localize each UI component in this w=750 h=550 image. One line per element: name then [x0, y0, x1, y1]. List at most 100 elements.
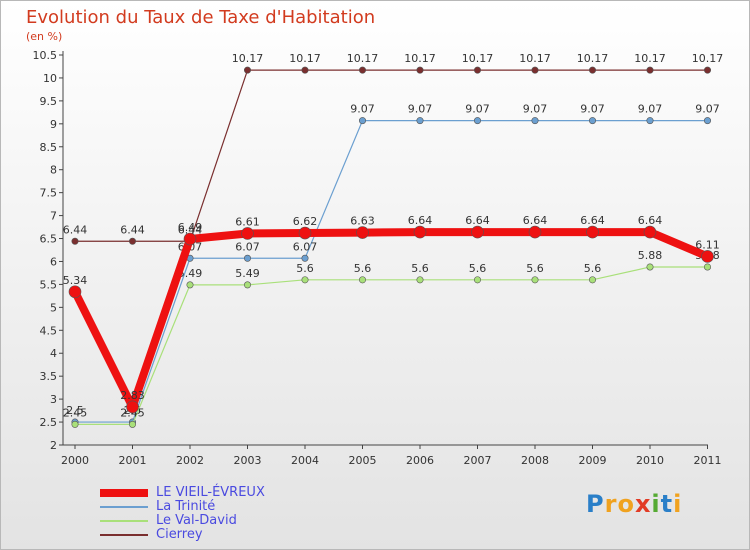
legend-label: Cierrey	[156, 527, 203, 542]
logo-letter: r	[604, 490, 618, 518]
data-label: 9.07	[580, 103, 605, 116]
x-tick-label: 2002	[176, 454, 204, 467]
y-tick-label: 7.5	[40, 187, 58, 200]
data-point	[129, 237, 137, 245]
data-point	[646, 117, 654, 125]
data-point	[356, 226, 369, 239]
series-line	[74, 120, 709, 423]
legend-swatch	[100, 534, 148, 536]
data-point	[703, 117, 711, 125]
data-label: 6.64	[408, 214, 433, 227]
data-point	[473, 276, 481, 284]
x-tick-label: 2010	[636, 454, 664, 467]
data-label: 10.17	[692, 52, 724, 65]
data-point	[358, 117, 366, 125]
y-tick-label: 10.5	[33, 49, 58, 62]
data-label: 10.17	[634, 52, 666, 65]
data-label: 2.83	[120, 389, 145, 402]
y-tick-label: 3	[50, 393, 57, 406]
legend-item: LE VIEIL-ÉVREUX	[100, 486, 360, 500]
data-label: 6.61	[235, 215, 260, 228]
data-point	[241, 227, 254, 240]
logo-letter: P	[586, 490, 605, 518]
chart-title: Evolution du Taux de Taxe d'Habitation	[26, 7, 376, 28]
y-tick-label: 3.5	[40, 370, 58, 383]
data-point	[244, 254, 252, 262]
data-label: 9.07	[695, 103, 720, 116]
data-point	[531, 66, 539, 74]
data-point	[244, 281, 252, 289]
data-label: 10.17	[577, 52, 609, 65]
data-point	[358, 66, 366, 74]
proxiti-logo: Proxiti	[586, 490, 682, 518]
legend-swatch	[100, 489, 148, 497]
x-tick-label: 2008	[521, 454, 549, 467]
data-point	[71, 420, 79, 428]
legend: LE VIEIL-ÉVREUX La Trinité Le Val-David Cie…	[100, 486, 360, 542]
data-point	[126, 400, 139, 414]
data-point	[646, 66, 654, 74]
data-label: 5.49	[235, 267, 260, 280]
data-point	[588, 276, 596, 284]
data-label: 9.07	[408, 103, 433, 116]
data-label: 10.17	[462, 52, 494, 65]
data-point	[531, 276, 539, 284]
data-label: 10.17	[404, 52, 436, 65]
data-label: 5.88	[638, 249, 663, 262]
data-point	[129, 420, 137, 428]
data-point	[586, 225, 599, 239]
data-point	[703, 263, 711, 271]
series-line	[71, 228, 712, 411]
data-label: 6.63	[350, 215, 375, 228]
x-tick-label: 2011	[694, 454, 722, 467]
data-point	[703, 66, 711, 74]
logo-letter: o	[617, 490, 635, 518]
data-label: 9.07	[465, 103, 490, 116]
y-tick-label: 2.5	[40, 416, 58, 429]
x-tick-label: 2007	[464, 454, 492, 467]
data-point	[471, 225, 484, 239]
y-tick-label: 8	[50, 164, 57, 177]
y-tick-label: 6.5	[40, 233, 58, 246]
x-tick-label: 2006	[406, 454, 434, 467]
y-tick-label: 8.5	[40, 141, 58, 154]
data-label: 6.07	[235, 240, 260, 253]
data-point	[301, 254, 309, 262]
legend-swatch	[100, 520, 148, 522]
y-tick-label: 5	[50, 301, 57, 314]
legend-swatch	[100, 506, 148, 508]
legend-label: LE VIEIL-ÉVREUX	[156, 485, 265, 500]
data-point	[186, 281, 194, 289]
data-label: 6.44	[63, 223, 88, 236]
data-label: 6.64	[580, 214, 605, 227]
logo-letter: i	[673, 490, 683, 518]
data-label: 6.44	[120, 223, 145, 236]
y-tick-label: 9	[50, 118, 57, 131]
data-label: 6.62	[293, 215, 318, 228]
data-label: 2.5	[66, 404, 84, 417]
data-point	[68, 285, 82, 299]
series-line	[74, 266, 709, 425]
data-label: 5.6	[584, 262, 602, 275]
data-label: 9.07	[350, 103, 375, 116]
data-label: 6.64	[523, 214, 548, 227]
x-tick-label: 2001	[119, 454, 147, 467]
data-point	[643, 225, 657, 239]
logo-letter: x	[634, 490, 652, 518]
data-point	[358, 276, 366, 284]
y-tick-label: 4	[50, 347, 57, 360]
data-label: 5.6	[296, 262, 314, 275]
chart-subtitle: (en %)	[26, 30, 63, 43]
data-label: 6.64	[638, 214, 663, 227]
data-label: 5.6	[469, 262, 487, 275]
data-point	[71, 237, 79, 245]
y-tick-label: 5.5	[40, 278, 58, 291]
data-point	[588, 66, 596, 74]
y-tick-label: 9.5	[40, 95, 58, 108]
legend-item: La Trinité	[100, 500, 360, 514]
x-tick-label: 2003	[234, 454, 262, 467]
data-point	[701, 250, 714, 263]
data-label: 5.6	[526, 262, 544, 275]
